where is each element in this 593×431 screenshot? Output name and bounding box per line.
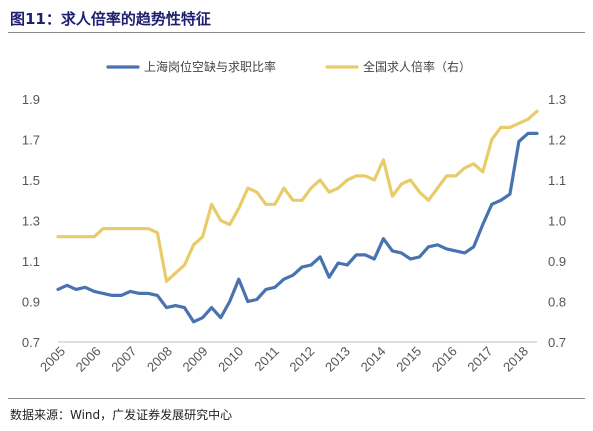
y-left-tick-label: 1.9 <box>22 92 40 107</box>
y-left-tick-label: 1.7 <box>22 133 40 148</box>
y-right-tick-label: 1.2 <box>548 133 566 148</box>
source-note: 数据来源：Wind，广发证券发展研究中心 <box>10 408 233 422</box>
legend-label: 上海岗位空缺与求职比率 <box>144 59 276 74</box>
x-tick-label: 2012 <box>286 344 317 375</box>
footer-divider <box>8 398 585 399</box>
x-tick-label: 2011 <box>251 344 281 374</box>
y-left-tick-label: 0.7 <box>22 335 40 350</box>
page-title: 图11：求人倍率的趋势性特征 <box>10 10 211 28</box>
y-right-tick-label: 1.0 <box>548 214 566 229</box>
y-left-tick-label: 1.1 <box>22 254 40 269</box>
y-right-tick-label: 0.9 <box>548 254 566 269</box>
series-line-shanghai <box>56 131 539 324</box>
y-left-tick-label: 1.3 <box>22 214 40 229</box>
x-tick-label: 2010 <box>215 344 246 375</box>
x-tick-label: 2005 <box>37 344 68 375</box>
y-right-tick-label: 0.8 <box>548 295 566 310</box>
x-tick-label: 2017 <box>464 344 495 375</box>
y-right-tick-label: 1.3 <box>548 92 566 107</box>
x-tick-label: 2016 <box>429 344 460 375</box>
y-right-tick-label: 0.7 <box>548 335 566 350</box>
title-bar: 图11：求人倍率的趋势性特征 <box>8 6 585 33</box>
y-left-tick-label: 0.9 <box>22 295 40 310</box>
series-line-national <box>56 109 539 283</box>
x-tick-label: 2007 <box>108 344 139 375</box>
y-left-tick-label: 1.5 <box>22 173 40 188</box>
x-tick-label: 2006 <box>73 344 104 375</box>
legend-label: 全国求人倍率（右） <box>363 59 471 74</box>
x-tick-label: 2015 <box>393 344 424 375</box>
x-tick-label: 2014 <box>358 344 389 375</box>
x-tick-label: 2009 <box>180 344 211 375</box>
x-tick-label: 2018 <box>500 344 531 375</box>
x-tick-label: 2008 <box>144 344 175 375</box>
x-tick-label: 2013 <box>322 344 353 375</box>
y-right-tick-label: 1.1 <box>548 173 566 188</box>
